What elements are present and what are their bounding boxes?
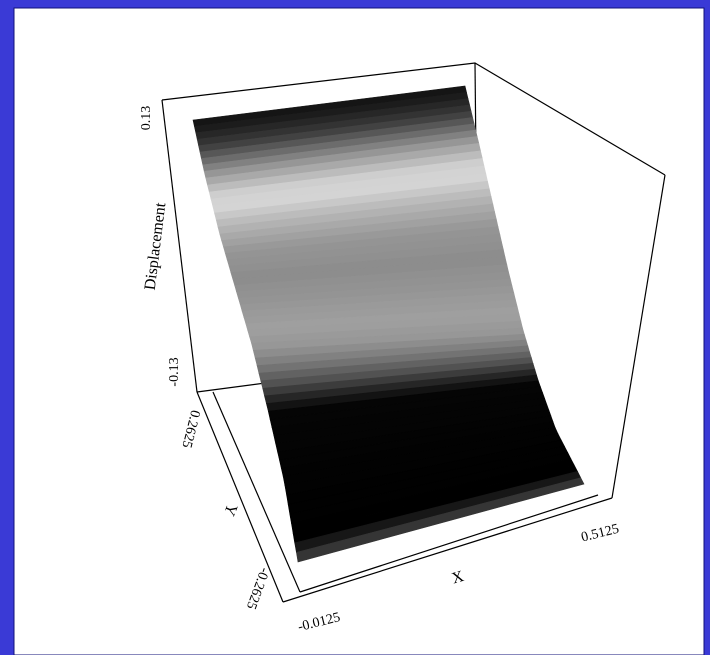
floor-frame	[196, 391, 613, 603]
border-right	[704, 0, 710, 655]
border-left	[0, 0, 14, 655]
box-back-vertical-left	[161, 99, 198, 393]
x-axis-label: X	[450, 568, 466, 588]
box-right-vertical	[611, 174, 666, 499]
surface-strip	[296, 477, 585, 563]
border-top	[0, 0, 710, 8]
z-tick-top: 0.13	[139, 106, 154, 131]
floor-inner-bottom	[299, 494, 599, 593]
surface	[192, 85, 585, 563]
floor-front-bottom	[282, 497, 613, 603]
z-tick-bottom: -0.13	[167, 357, 182, 386]
floor-front-left	[196, 391, 284, 603]
floor-inner-left	[212, 391, 301, 593]
